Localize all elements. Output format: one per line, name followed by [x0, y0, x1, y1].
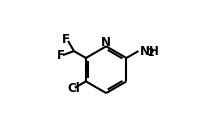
- Text: F: F: [57, 49, 65, 62]
- Text: F: F: [62, 33, 70, 46]
- Text: N: N: [101, 36, 111, 49]
- Text: Cl: Cl: [67, 82, 80, 95]
- Text: NH: NH: [140, 45, 160, 58]
- Text: 2: 2: [147, 48, 154, 58]
